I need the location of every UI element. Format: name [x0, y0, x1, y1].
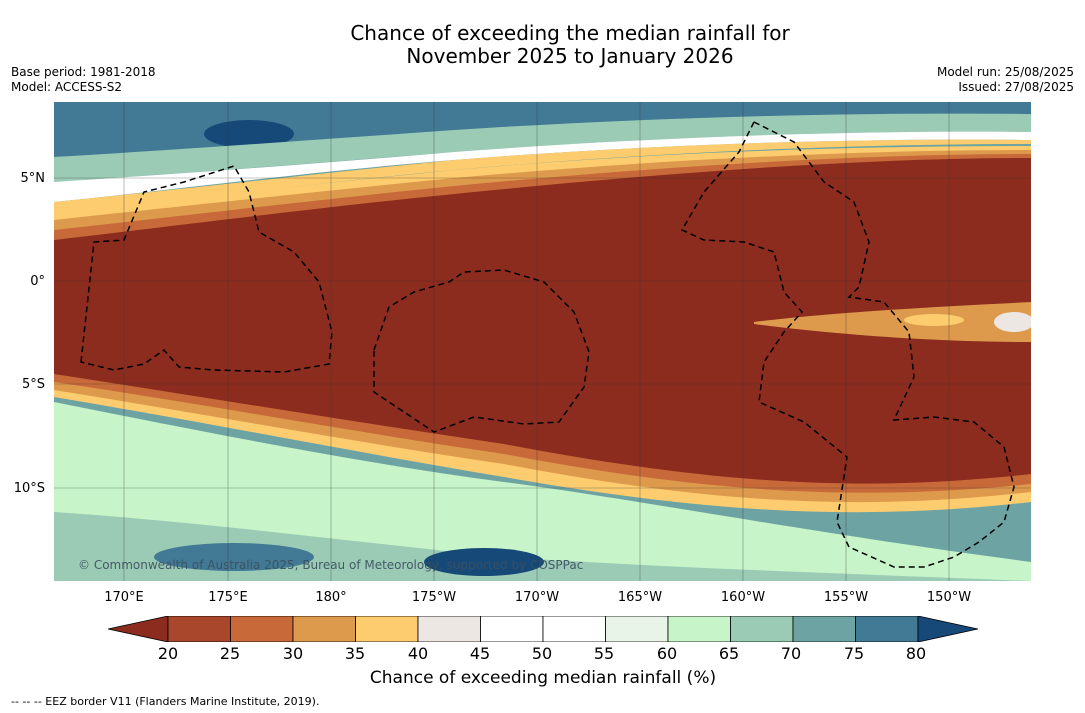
east-yellow-patch	[904, 314, 964, 326]
north-yellow-band	[54, 139, 1031, 214]
graticule	[54, 102, 1031, 581]
cb-tick-55: 55	[593, 644, 615, 663]
lat-label-10s: 10°S	[13, 481, 45, 496]
eez-borders	[80, 120, 1015, 568]
meta-left: Base period: 1981-2018 Model: ACCESS-S2	[11, 65, 156, 95]
colorbar-segment	[355, 616, 419, 642]
colorbar-segment	[730, 616, 794, 642]
cb-tick-50: 50	[531, 644, 553, 663]
cb-tick-80: 80	[905, 644, 927, 663]
colorbar-segment	[167, 616, 231, 642]
issued-date: Issued: 27/08/2025	[958, 80, 1074, 94]
north-green-band	[54, 113, 1031, 182]
colorbar-segment	[480, 616, 544, 642]
colorbar-segment	[667, 616, 731, 642]
copyright-text: © Commonwealth of Australia 2025, Bureau…	[78, 558, 584, 572]
colorbar-segment	[230, 616, 294, 642]
lon-label-175w: 175°W	[411, 590, 457, 605]
title-line-2: November 2025 to January 2026	[406, 44, 734, 68]
colorbar-arrow-low	[108, 616, 169, 642]
east-orange-patch	[754, 302, 1031, 342]
lon-label-160w: 160°W	[720, 590, 766, 605]
colorbar-segment	[605, 616, 669, 642]
dry-core-band	[54, 158, 1031, 484]
cb-tick-60: 60	[656, 644, 678, 663]
colorbar-segment	[417, 616, 481, 642]
colorbar-segment	[855, 616, 919, 642]
north-deep-blue-patch	[204, 120, 294, 148]
title-line-1: Chance of exceeding the median rainfall …	[350, 21, 790, 45]
model-run: Model run: 25/08/2025	[936, 65, 1074, 79]
cb-tick-40: 40	[407, 644, 429, 663]
lat-label-5n: 5°N	[20, 171, 46, 186]
lon-label-170e: 170°E	[104, 590, 144, 605]
cb-tick-35: 35	[344, 644, 366, 663]
cb-tick-75: 75	[843, 644, 865, 663]
lon-label-170w: 170°W	[514, 590, 560, 605]
colorbar-segment	[542, 616, 606, 642]
colorbar-segment	[792, 616, 856, 642]
cb-tick-30: 30	[282, 644, 304, 663]
cb-tick-70: 70	[780, 644, 802, 663]
meta-right: Model run: 25/08/2025 Issued: 27/08/2025	[937, 65, 1074, 95]
cb-tick-20: 20	[157, 644, 179, 663]
lon-label-155w: 155°W	[823, 590, 869, 605]
colorbar-arrow-high	[917, 616, 978, 642]
colorbar	[108, 616, 978, 642]
cb-tick-45: 45	[469, 644, 491, 663]
rainfall-map	[54, 102, 1031, 581]
lat-label-0: 0°	[30, 274, 45, 289]
cb-tick-25: 25	[219, 644, 241, 663]
south-deep-blue-patch	[424, 548, 544, 576]
colorbar-label: Chance of exceeding median rainfall (%)	[369, 668, 717, 688]
map-title: Chance of exceeding the median rainfall …	[0, 22, 1085, 68]
south-blue-patch	[154, 543, 314, 571]
cb-tick-65: 65	[718, 644, 740, 663]
lon-label-150w: 150°W	[926, 590, 972, 605]
lon-label-165w: 165°W	[617, 590, 663, 605]
north-white-band	[54, 131, 1031, 202]
lat-label-5s: 5°S	[21, 377, 45, 392]
eez-legend: -- -- -- EEZ border V11 (Flanders Marine…	[11, 695, 320, 708]
colorbar-segment	[292, 616, 356, 642]
model-name: Model: ACCESS-S2	[11, 80, 123, 94]
east-white-patch	[994, 312, 1031, 332]
lon-label-180: 180°	[315, 590, 347, 605]
base-period: Base period: 1981-2018	[11, 65, 156, 79]
lon-label-175e: 175°E	[208, 590, 248, 605]
